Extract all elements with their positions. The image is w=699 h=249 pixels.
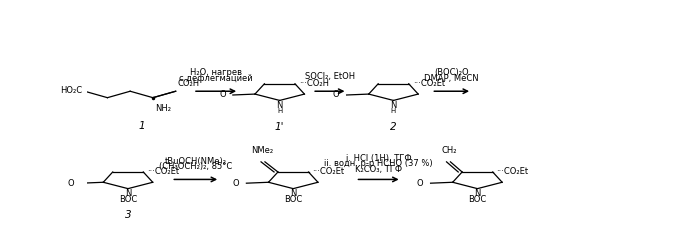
Text: ···CO₂Et: ···CO₂Et (496, 167, 528, 176)
Text: с дефлегмацией: с дефлегмацией (179, 74, 253, 83)
Text: CH₂: CH₂ (441, 146, 457, 155)
Text: i. HCl (1H), ТГФ: i. HCl (1H), ТГФ (346, 154, 412, 163)
Text: O: O (233, 179, 239, 188)
Text: H₂O, нагрев: H₂O, нагрев (190, 68, 242, 77)
Text: 3: 3 (124, 210, 131, 220)
Text: NMe₂: NMe₂ (251, 146, 273, 155)
Text: BOC: BOC (119, 195, 137, 204)
Text: ···CO₂Et: ···CO₂Et (147, 167, 180, 176)
Text: 1': 1' (275, 122, 284, 132)
Text: (BOC)₂O: (BOC)₂O (434, 68, 469, 77)
Text: O: O (68, 179, 74, 188)
Text: 1: 1 (138, 121, 145, 131)
Text: HO₂C: HO₂C (60, 86, 82, 95)
Text: N: N (125, 189, 131, 198)
Text: O: O (417, 179, 424, 188)
Text: N: N (474, 189, 481, 198)
Text: O: O (219, 90, 226, 100)
Text: H: H (277, 108, 282, 114)
Text: 2: 2 (390, 122, 397, 132)
Text: ···CO₂Et: ···CO₂Et (412, 79, 445, 88)
Text: N: N (390, 101, 396, 110)
Text: CO₂H: CO₂H (178, 79, 200, 88)
Text: H: H (391, 108, 396, 114)
Text: ···CO₂Et: ···CO₂Et (312, 167, 345, 176)
Text: K₂CO₃, ТГФ: K₂CO₃, ТГФ (355, 165, 402, 174)
Text: tBuOCH(NMe)₂: tBuOCH(NMe)₂ (165, 157, 226, 166)
Text: NH₂: NH₂ (155, 104, 171, 113)
Text: N: N (290, 189, 296, 198)
Text: SOCl₂, EtOH: SOCl₂, EtOH (305, 72, 355, 81)
Text: DMAP, MeCN: DMAP, MeCN (424, 74, 479, 83)
Text: ···CO₂H: ···CO₂H (299, 79, 329, 88)
Text: BOC: BOC (468, 195, 487, 204)
Text: O: O (333, 90, 340, 100)
Text: N: N (277, 101, 283, 110)
Text: (CH₃OCH₂)₂, 85°C: (CH₃OCH₂)₂, 85°C (159, 162, 232, 171)
Text: BOC: BOC (284, 195, 303, 204)
Text: ii. водн. р-р HCHO (37 %): ii. водн. р-р HCHO (37 %) (324, 159, 433, 168)
